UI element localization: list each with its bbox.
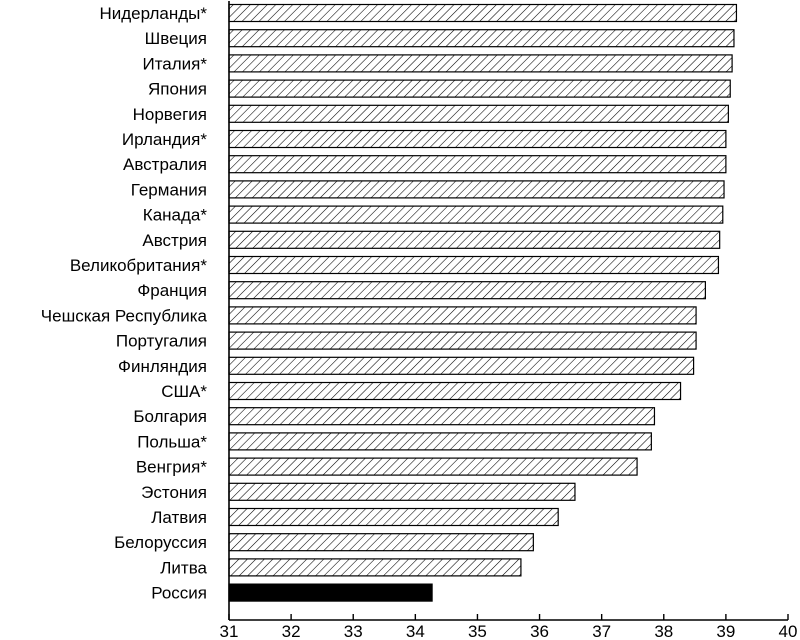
category-label-0: Нидерланды*	[99, 4, 207, 23]
category-labels: Нидерланды* Швеция Италия* Япония Норвегия Ир…	[41, 4, 208, 603]
category-label-5: Ирландия*	[122, 130, 207, 149]
bar-5	[228, 129, 727, 149]
bar-6	[228, 155, 727, 174]
bar-4	[228, 104, 729, 123]
x-tick-label-1: 32	[282, 622, 301, 640]
x-tick-label-8: 39	[716, 622, 735, 640]
bar-18	[228, 457, 638, 476]
bar-7	[228, 180, 725, 199]
category-label-10: Великобритания*	[70, 256, 208, 275]
category-label-17: Польша*	[137, 432, 207, 451]
bar-11	[228, 281, 706, 300]
category-label-21: Белоруссия	[114, 533, 207, 552]
category-label-22: Литва	[160, 558, 207, 577]
bar-20	[228, 507, 559, 527]
bar-3	[228, 79, 731, 98]
category-label-7: Германия	[131, 180, 207, 199]
category-label-13: Португалия	[116, 332, 207, 351]
category-label-4: Норвегия	[133, 105, 207, 124]
x-tick-label-9: 40	[779, 622, 798, 640]
bar-16	[228, 407, 656, 426]
bar-23	[228, 583, 433, 602]
category-label-1: Швеция	[145, 29, 207, 48]
bar-2	[228, 54, 733, 73]
category-label-6: Австралия	[123, 155, 207, 174]
bars-group	[228, 3, 738, 602]
category-label-12: Чешская Республика	[41, 306, 208, 325]
bar-19	[228, 482, 576, 501]
category-label-18: Венгрия*	[136, 458, 208, 477]
bar-15	[228, 381, 682, 401]
category-label-11: Франция	[137, 281, 207, 300]
x-tick-label-2: 33	[344, 622, 363, 640]
x-tick-label-7: 38	[654, 622, 673, 640]
bar-9	[228, 230, 721, 249]
x-tick-label-0: 31	[220, 622, 239, 640]
category-label-9: Австрия	[142, 231, 207, 250]
bar-8	[228, 205, 724, 224]
bar-13	[228, 331, 697, 350]
bar-22	[228, 558, 522, 577]
bar-10	[228, 255, 720, 275]
x-tick-label-3: 34	[406, 622, 425, 640]
category-label-3: Япония	[148, 80, 207, 99]
x-tick-label-4: 35	[468, 622, 487, 640]
bar-21	[228, 533, 534, 552]
category-label-20: Латвия	[151, 508, 207, 527]
category-label-8: Канада*	[143, 206, 208, 225]
bar-0	[228, 3, 738, 23]
category-label-19: Эстония	[141, 483, 207, 502]
category-label-16: Болгария	[133, 407, 207, 426]
bar-17	[228, 432, 652, 451]
bar-1	[228, 29, 735, 48]
x-tick-label-5: 36	[530, 622, 549, 640]
x-axis: 31 32 33 34 35 36 37 38 39 40	[220, 1, 798, 640]
category-label-2: Италия*	[142, 54, 207, 73]
category-label-14: Финляндия	[118, 357, 207, 376]
x-tick-label-6: 37	[592, 622, 611, 640]
category-label-23: Россия	[151, 584, 207, 603]
category-label-15: США*	[161, 382, 207, 401]
bar-14	[228, 356, 695, 375]
bar-12	[228, 306, 697, 325]
